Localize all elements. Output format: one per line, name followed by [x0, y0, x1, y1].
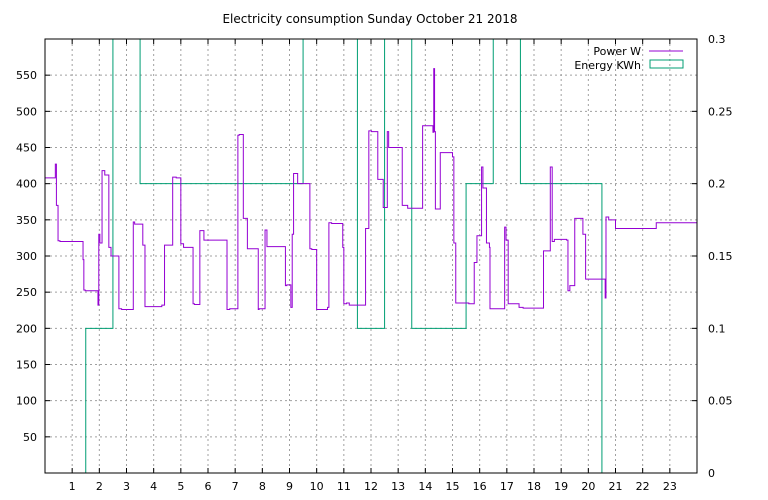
legend: Power W Energy KWh — [574, 45, 684, 72]
legend-energy-label: Energy KWh — [574, 59, 641, 72]
x-tick-label: 1 — [69, 480, 76, 493]
x-tick-label: 11 — [337, 480, 351, 493]
y-tick-label: 400 — [16, 178, 37, 191]
y-tick-label: 200 — [16, 322, 37, 335]
y-tick-label: 150 — [16, 359, 37, 372]
x-tick-label: 6 — [205, 480, 212, 493]
y-tick-label: 250 — [16, 286, 37, 299]
x-tick-label: 4 — [150, 480, 157, 493]
x-tick-label: 3 — [123, 480, 130, 493]
x-tick-label: 9 — [286, 480, 293, 493]
y2-tick-label: 0.15 — [708, 250, 733, 263]
x-tick-label: 16 — [473, 480, 487, 493]
power-w-line — [45, 68, 697, 311]
x-tick-label: 21 — [609, 480, 623, 493]
chart-title: Electricity consumption Sunday October 2… — [222, 12, 517, 26]
x-tick-label: 2 — [96, 480, 103, 493]
grid-lines — [45, 39, 697, 473]
energy-kwh-series — [58, 38, 697, 474]
power-w-series — [45, 68, 697, 311]
y2-tick-label: 0 — [708, 467, 715, 480]
x-tick-label: 20 — [581, 480, 595, 493]
legend-power-label: Power W — [593, 45, 641, 58]
y-tick-label: 300 — [16, 250, 37, 263]
axes: 1 2 3 4 5 6 7 8 9 10 11 12 13 14 15 16 17 18 19 20 21 22 23501… — [16, 33, 733, 493]
y-tick-label: 550 — [16, 69, 37, 82]
y-tick-label: 450 — [16, 142, 37, 155]
x-tick-label: 12 — [364, 480, 378, 493]
energy-kwh-line — [58, 38, 697, 474]
x-tick-label: 7 — [232, 480, 239, 493]
x-tick-label: 18 — [527, 480, 541, 493]
x-tick-label: 13 — [391, 480, 405, 493]
x-tick-label: 15 — [446, 480, 460, 493]
y-tick-label: 500 — [16, 105, 37, 118]
x-tick-label: 23 — [663, 480, 677, 493]
x-tick-label: 14 — [418, 480, 432, 493]
y2-tick-label: 0.25 — [708, 105, 733, 118]
x-tick-label: 8 — [259, 480, 266, 493]
y2-tick-label: 0.05 — [708, 395, 733, 408]
x-tick-label: 5 — [177, 480, 184, 493]
y2-tick-label: 0.3 — [708, 33, 726, 46]
x-tick-label: 19 — [554, 480, 568, 493]
legend-energy-swatch — [649, 59, 684, 69]
y-tick-label: 100 — [16, 395, 37, 408]
x-tick-label: 10 — [310, 480, 324, 493]
x-tick-label: 22 — [636, 480, 650, 493]
y2-tick-label: 0.1 — [708, 322, 726, 335]
y-tick-label: 50 — [23, 431, 37, 444]
x-tick-label: 17 — [500, 480, 514, 493]
y2-tick-label: 0.2 — [708, 178, 726, 191]
y-tick-label: 350 — [16, 214, 37, 227]
